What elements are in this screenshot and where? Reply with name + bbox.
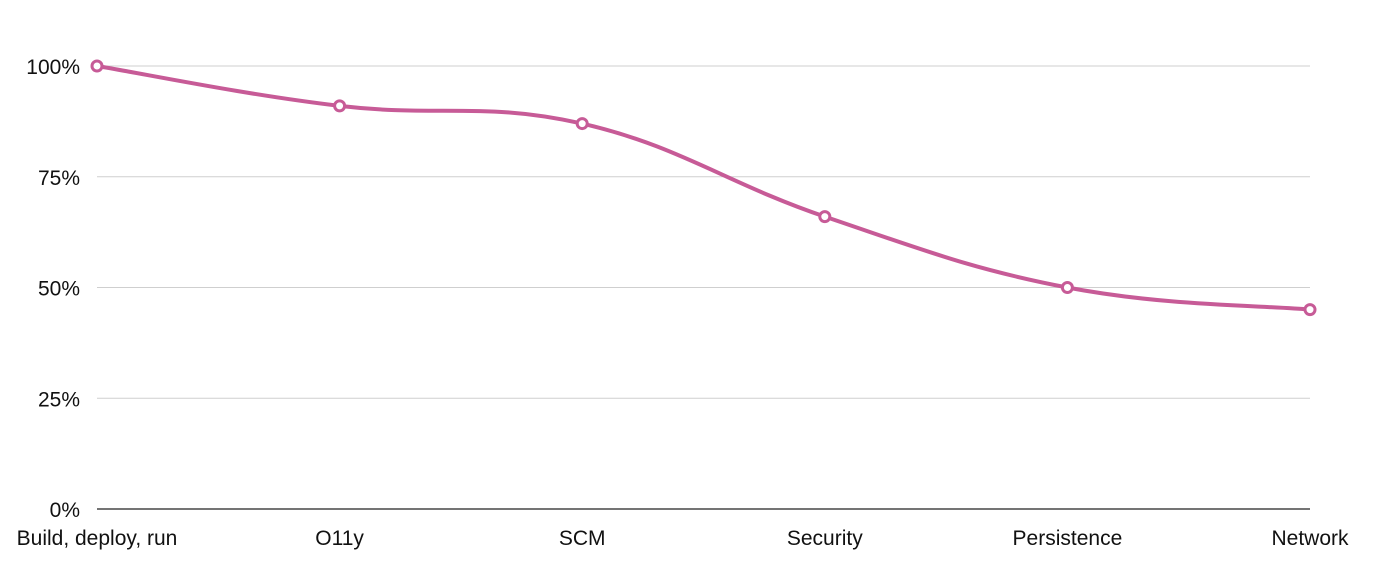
data-point: [333, 99, 347, 113]
y-tick-label: 25%: [38, 388, 80, 411]
x-tick-label: O11y: [315, 527, 364, 550]
series-layer: [90, 59, 1317, 317]
tick-labels: 0% 25% 50% 75% 100% Build, deploy, run O11y SCM…: [17, 56, 1349, 550]
x-tick-label: Security: [787, 527, 863, 550]
x-tick-label: Build, deploy, run: [17, 527, 178, 550]
data-point: [575, 117, 589, 131]
gridlines: [97, 65, 1310, 399]
y-tick-label: 100%: [26, 56, 80, 79]
y-tick-label: 0%: [50, 499, 80, 522]
data-point: [90, 59, 104, 73]
y-tick-label: 75%: [38, 167, 80, 190]
x-tick-label: SCM: [559, 527, 606, 550]
data-point: [818, 210, 832, 224]
data-point: [1060, 281, 1074, 294]
x-tick-label: Network: [1271, 527, 1349, 550]
data-point: [1303, 303, 1317, 317]
x-tick-label: Persistence: [1013, 527, 1123, 550]
series-line: [95, 64, 1312, 312]
y-tick-label: 50%: [38, 278, 80, 301]
